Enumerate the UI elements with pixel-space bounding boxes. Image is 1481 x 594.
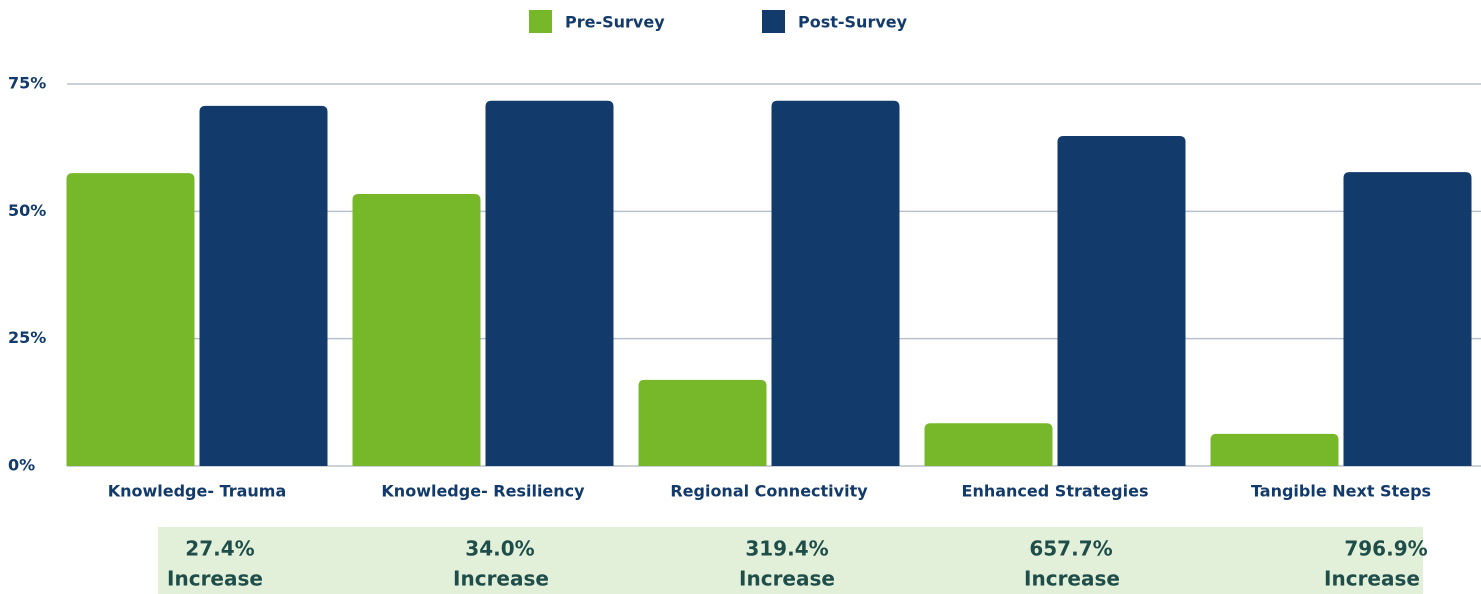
bar: [1210, 433, 1339, 466]
bar: [485, 100, 614, 467]
x-tick-label: Regional Connectivity: [670, 482, 868, 501]
y-tick-label: 25%: [8, 328, 46, 347]
annotation-label: Increase: [739, 567, 835, 591]
annotation-label: Increase: [1324, 567, 1420, 591]
annotation-label: Increase: [1024, 567, 1120, 591]
annotation-value: 27.4%: [185, 537, 254, 561]
x-tick-label: Enhanced Strategies: [962, 482, 1149, 501]
bar: [66, 173, 195, 466]
bar: [1343, 172, 1472, 466]
bar: [638, 379, 767, 466]
bar: [771, 100, 900, 467]
annotation-value: 657.7%: [1029, 537, 1112, 561]
legend-swatch: [529, 10, 552, 33]
legend-swatch: [762, 10, 785, 33]
bar: [352, 194, 481, 467]
bar: [924, 423, 1053, 466]
annotation-value: 319.4%: [745, 537, 828, 561]
x-tick-label: Tangible Next Steps: [1251, 482, 1431, 501]
x-tick-label: Knowledge- Resiliency: [381, 482, 585, 501]
y-tick-label: 50%: [8, 201, 46, 220]
y-tick-label: 0%: [8, 456, 35, 475]
bar: [1057, 135, 1186, 466]
bar: [199, 105, 328, 466]
y-tick-label: 75%: [8, 74, 46, 93]
annotation-label: Increase: [453, 567, 549, 591]
x-tick-label: Knowledge- Trauma: [108, 482, 287, 501]
annotation-value: 796.9%: [1344, 537, 1427, 561]
annotation-background: [158, 527, 1423, 594]
annotation-label: Increase: [167, 567, 263, 591]
legend-label: Post-Survey: [798, 13, 908, 32]
legend-label: Pre-Survey: [565, 13, 665, 32]
annotation-value: 34.0%: [465, 537, 534, 561]
